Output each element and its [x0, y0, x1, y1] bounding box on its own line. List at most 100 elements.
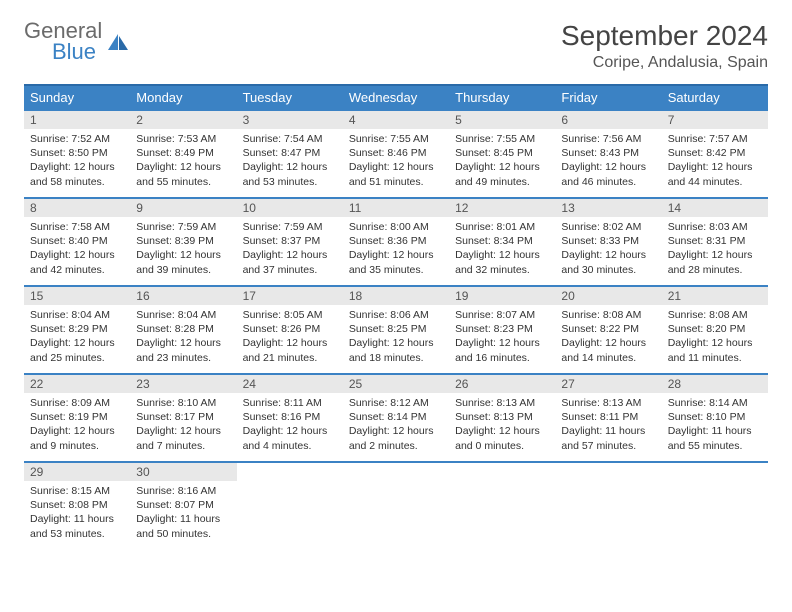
day-number: 29	[24, 463, 130, 481]
calendar-body: 1Sunrise: 7:52 AMSunset: 8:50 PMDaylight…	[24, 110, 768, 550]
day-cell: 27Sunrise: 8:13 AMSunset: 8:11 PMDayligh…	[555, 374, 661, 462]
weekday-header: Sunday	[24, 85, 130, 110]
day-cell: 24Sunrise: 8:11 AMSunset: 8:16 PMDayligh…	[237, 374, 343, 462]
day-number: 6	[555, 111, 661, 129]
day-number: 12	[449, 199, 555, 217]
day-cell: 14Sunrise: 8:03 AMSunset: 8:31 PMDayligh…	[662, 198, 768, 286]
day-details: Sunrise: 7:58 AMSunset: 8:40 PMDaylight:…	[24, 217, 130, 280]
day-number: 18	[343, 287, 449, 305]
day-number: 2	[130, 111, 236, 129]
day-cell: 13Sunrise: 8:02 AMSunset: 8:33 PMDayligh…	[555, 198, 661, 286]
empty-cell	[237, 462, 343, 550]
day-number: 13	[555, 199, 661, 217]
day-cell: 6Sunrise: 7:56 AMSunset: 8:43 PMDaylight…	[555, 110, 661, 198]
day-number: 22	[24, 375, 130, 393]
calendar-week-row: 15Sunrise: 8:04 AMSunset: 8:29 PMDayligh…	[24, 286, 768, 374]
day-details: Sunrise: 8:04 AMSunset: 8:29 PMDaylight:…	[24, 305, 130, 368]
day-details: Sunrise: 8:03 AMSunset: 8:31 PMDaylight:…	[662, 217, 768, 280]
day-details: Sunrise: 8:01 AMSunset: 8:34 PMDaylight:…	[449, 217, 555, 280]
day-cell: 8Sunrise: 7:58 AMSunset: 8:40 PMDaylight…	[24, 198, 130, 286]
page-header: General Blue September 2024 Coripe, Anda…	[24, 20, 768, 72]
day-cell: 1Sunrise: 7:52 AMSunset: 8:50 PMDaylight…	[24, 110, 130, 198]
day-details: Sunrise: 7:52 AMSunset: 8:50 PMDaylight:…	[24, 129, 130, 192]
weekday-header: Wednesday	[343, 85, 449, 110]
day-number: 30	[130, 463, 236, 481]
day-cell: 17Sunrise: 8:05 AMSunset: 8:26 PMDayligh…	[237, 286, 343, 374]
day-number: 19	[449, 287, 555, 305]
brand-logo: General Blue	[24, 20, 130, 63]
calendar-table: SundayMondayTuesdayWednesdayThursdayFrid…	[24, 84, 768, 550]
day-details: Sunrise: 8:12 AMSunset: 8:14 PMDaylight:…	[343, 393, 449, 456]
day-cell: 2Sunrise: 7:53 AMSunset: 8:49 PMDaylight…	[130, 110, 236, 198]
day-number: 20	[555, 287, 661, 305]
calendar-week-row: 22Sunrise: 8:09 AMSunset: 8:19 PMDayligh…	[24, 374, 768, 462]
weekday-header: Friday	[555, 85, 661, 110]
day-number: 26	[449, 375, 555, 393]
day-cell: 26Sunrise: 8:13 AMSunset: 8:13 PMDayligh…	[449, 374, 555, 462]
day-cell: 29Sunrise: 8:15 AMSunset: 8:08 PMDayligh…	[24, 462, 130, 550]
calendar-week-row: 29Sunrise: 8:15 AMSunset: 8:08 PMDayligh…	[24, 462, 768, 550]
day-details: Sunrise: 7:59 AMSunset: 8:37 PMDaylight:…	[237, 217, 343, 280]
day-details: Sunrise: 8:02 AMSunset: 8:33 PMDaylight:…	[555, 217, 661, 280]
day-details: Sunrise: 7:59 AMSunset: 8:39 PMDaylight:…	[130, 217, 236, 280]
day-details: Sunrise: 7:55 AMSunset: 8:45 PMDaylight:…	[449, 129, 555, 192]
day-number: 5	[449, 111, 555, 129]
day-number: 16	[130, 287, 236, 305]
day-details: Sunrise: 7:56 AMSunset: 8:43 PMDaylight:…	[555, 129, 661, 192]
weekday-header: Thursday	[449, 85, 555, 110]
day-cell: 15Sunrise: 8:04 AMSunset: 8:29 PMDayligh…	[24, 286, 130, 374]
day-cell: 23Sunrise: 8:10 AMSunset: 8:17 PMDayligh…	[130, 374, 236, 462]
day-cell: 30Sunrise: 8:16 AMSunset: 8:07 PMDayligh…	[130, 462, 236, 550]
logo-text-blue: Blue	[52, 41, 102, 63]
day-number: 27	[555, 375, 661, 393]
day-cell: 12Sunrise: 8:01 AMSunset: 8:34 PMDayligh…	[449, 198, 555, 286]
day-cell: 3Sunrise: 7:54 AMSunset: 8:47 PMDaylight…	[237, 110, 343, 198]
day-details: Sunrise: 7:55 AMSunset: 8:46 PMDaylight:…	[343, 129, 449, 192]
day-details: Sunrise: 8:04 AMSunset: 8:28 PMDaylight:…	[130, 305, 236, 368]
day-number: 17	[237, 287, 343, 305]
day-cell: 28Sunrise: 8:14 AMSunset: 8:10 PMDayligh…	[662, 374, 768, 462]
day-number: 1	[24, 111, 130, 129]
day-cell: 21Sunrise: 8:08 AMSunset: 8:20 PMDayligh…	[662, 286, 768, 374]
day-cell: 20Sunrise: 8:08 AMSunset: 8:22 PMDayligh…	[555, 286, 661, 374]
day-details: Sunrise: 8:11 AMSunset: 8:16 PMDaylight:…	[237, 393, 343, 456]
day-number: 7	[662, 111, 768, 129]
day-details: Sunrise: 8:16 AMSunset: 8:07 PMDaylight:…	[130, 481, 236, 544]
day-number: 28	[662, 375, 768, 393]
day-details: Sunrise: 8:14 AMSunset: 8:10 PMDaylight:…	[662, 393, 768, 456]
empty-cell	[343, 462, 449, 550]
day-cell: 10Sunrise: 7:59 AMSunset: 8:37 PMDayligh…	[237, 198, 343, 286]
weekday-header-row: SundayMondayTuesdayWednesdayThursdayFrid…	[24, 85, 768, 110]
day-details: Sunrise: 7:57 AMSunset: 8:42 PMDaylight:…	[662, 129, 768, 192]
day-cell: 7Sunrise: 7:57 AMSunset: 8:42 PMDaylight…	[662, 110, 768, 198]
day-cell: 22Sunrise: 8:09 AMSunset: 8:19 PMDayligh…	[24, 374, 130, 462]
title-block: September 2024 Coripe, Andalusia, Spain	[561, 20, 768, 72]
weekday-header: Saturday	[662, 85, 768, 110]
day-cell: 4Sunrise: 7:55 AMSunset: 8:46 PMDaylight…	[343, 110, 449, 198]
day-number: 11	[343, 199, 449, 217]
day-cell: 25Sunrise: 8:12 AMSunset: 8:14 PMDayligh…	[343, 374, 449, 462]
day-details: Sunrise: 8:15 AMSunset: 8:08 PMDaylight:…	[24, 481, 130, 544]
day-details: Sunrise: 8:05 AMSunset: 8:26 PMDaylight:…	[237, 305, 343, 368]
day-number: 15	[24, 287, 130, 305]
calendar-week-row: 8Sunrise: 7:58 AMSunset: 8:40 PMDaylight…	[24, 198, 768, 286]
day-details: Sunrise: 8:00 AMSunset: 8:36 PMDaylight:…	[343, 217, 449, 280]
day-number: 9	[130, 199, 236, 217]
day-details: Sunrise: 8:08 AMSunset: 8:20 PMDaylight:…	[662, 305, 768, 368]
day-details: Sunrise: 8:06 AMSunset: 8:25 PMDaylight:…	[343, 305, 449, 368]
day-details: Sunrise: 8:13 AMSunset: 8:11 PMDaylight:…	[555, 393, 661, 456]
day-cell: 16Sunrise: 8:04 AMSunset: 8:28 PMDayligh…	[130, 286, 236, 374]
day-number: 14	[662, 199, 768, 217]
day-number: 8	[24, 199, 130, 217]
day-cell: 5Sunrise: 7:55 AMSunset: 8:45 PMDaylight…	[449, 110, 555, 198]
day-number: 21	[662, 287, 768, 305]
day-details: Sunrise: 8:09 AMSunset: 8:19 PMDaylight:…	[24, 393, 130, 456]
day-cell: 18Sunrise: 8:06 AMSunset: 8:25 PMDayligh…	[343, 286, 449, 374]
empty-cell	[662, 462, 768, 550]
day-number: 25	[343, 375, 449, 393]
day-details: Sunrise: 8:10 AMSunset: 8:17 PMDaylight:…	[130, 393, 236, 456]
day-details: Sunrise: 8:13 AMSunset: 8:13 PMDaylight:…	[449, 393, 555, 456]
day-number: 4	[343, 111, 449, 129]
day-details: Sunrise: 8:07 AMSunset: 8:23 PMDaylight:…	[449, 305, 555, 368]
month-title: September 2024	[561, 20, 768, 52]
